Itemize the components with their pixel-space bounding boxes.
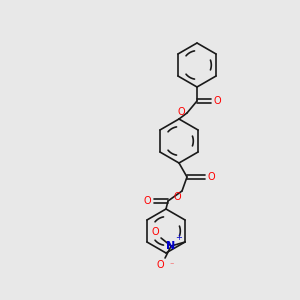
Text: O: O — [177, 107, 185, 117]
Text: +: + — [175, 233, 182, 242]
Text: O: O — [173, 192, 181, 202]
Text: ⁻: ⁻ — [169, 260, 173, 269]
Text: O: O — [213, 96, 220, 106]
Text: N: N — [167, 241, 176, 251]
Text: O: O — [152, 227, 159, 237]
Text: O: O — [207, 172, 214, 182]
Text: O: O — [143, 196, 151, 206]
Text: O: O — [156, 260, 164, 270]
